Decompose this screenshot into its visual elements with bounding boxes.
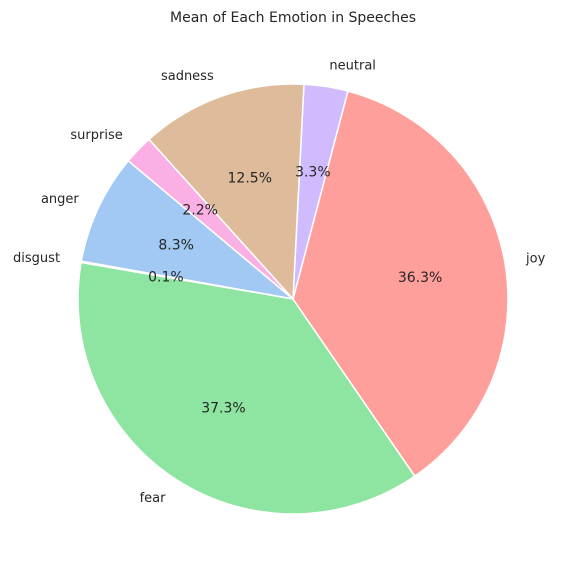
slice-percent-surprise: 2.2%	[182, 202, 218, 218]
chart-title: Mean of Each Emotion in Speeches	[170, 10, 416, 26]
slice-percent-anger: 8.3%	[158, 237, 194, 253]
pie-slice-surprise	[127, 138, 294, 300]
slice-percent-sadness: 12.5%	[228, 170, 272, 186]
slice-percent-fear: 37.3%	[201, 401, 245, 417]
slice-label-neutral: neutral	[329, 58, 376, 73]
pie-slice-sadness	[148, 83, 305, 300]
pie-slice-joy	[292, 90, 509, 477]
slice-label-surprise: surprise	[70, 128, 122, 143]
slice-label-disgust: disgust	[13, 251, 60, 266]
slice-label-sadness: sadness	[161, 69, 214, 84]
pie-slice-anger	[80, 160, 294, 300]
slice-percent-disgust: 0.1%	[148, 270, 184, 286]
slice-label-joy: joy	[525, 252, 546, 267]
slice-percent-neutral: 3.3%	[295, 165, 331, 181]
slice-label-fear: fear	[140, 491, 167, 506]
slice-percent-joy: 36.3%	[398, 270, 442, 286]
pie-percent-labels: 8.3% 0.1% 37.3% 36.3% 3.3% 12.5% 2.2%	[148, 165, 442, 417]
pie-slices	[77, 83, 509, 515]
pie-labels: anger disgust fear joy neutral sadness surpris…	[13, 58, 546, 506]
slice-label-anger: anger	[41, 192, 79, 207]
pie-slice-fear	[77, 261, 416, 515]
